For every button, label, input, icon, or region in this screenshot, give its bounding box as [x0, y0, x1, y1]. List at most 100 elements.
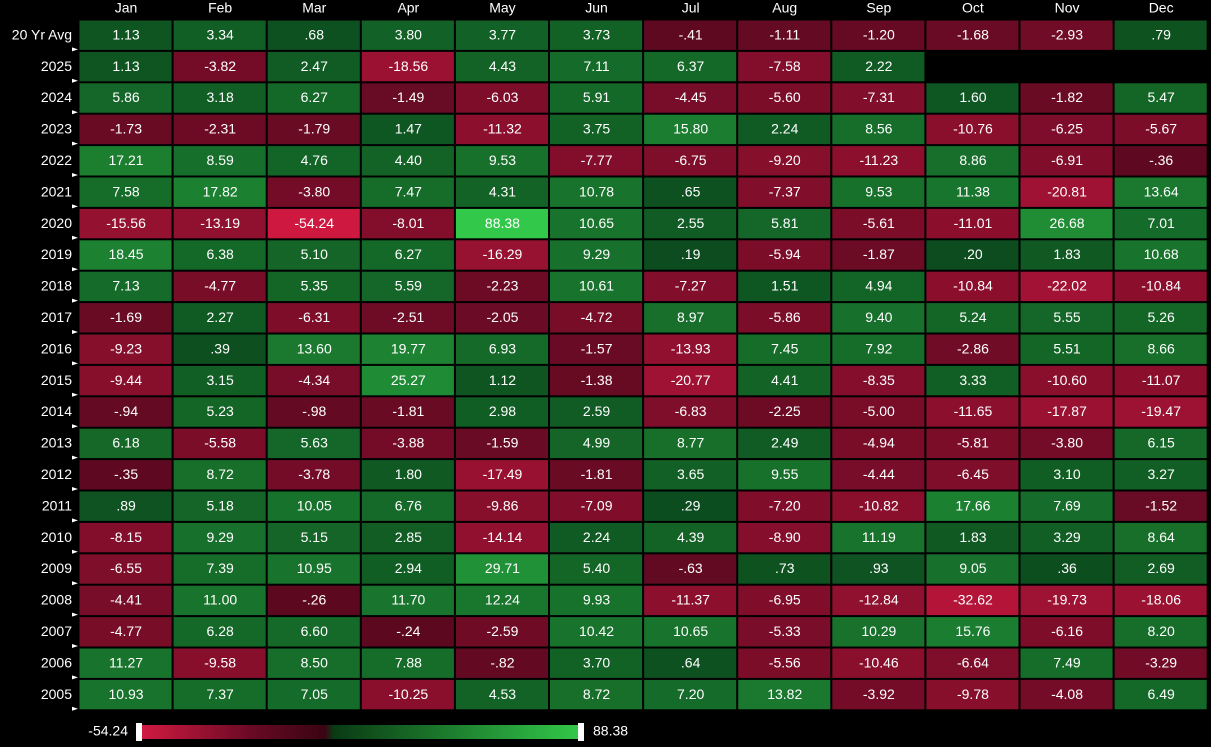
cell-value: 11.38 [956, 183, 990, 199]
scale-handle [136, 723, 142, 741]
heat-cell [360, 364, 455, 397]
heat-cell [360, 302, 455, 334]
heat-cell [266, 145, 361, 177]
heat-cell [78, 302, 173, 334]
cell-value: -9.44 [110, 372, 142, 388]
heat-cell [737, 678, 832, 711]
heat-cell [925, 302, 1020, 334]
heat-cell [172, 584, 267, 617]
column-header: Oct [962, 0, 984, 16]
cell-value: 2.98 [489, 403, 516, 419]
cell-value: -11.65 [954, 403, 993, 419]
heat-cell [360, 584, 455, 617]
heat-cell [549, 616, 644, 648]
heat-cell [172, 50, 267, 83]
heat-cell [1019, 427, 1114, 460]
cell-value: -18.06 [1141, 592, 1181, 608]
cell-value: 88.38 [485, 215, 520, 231]
column-header: Jan [115, 0, 138, 16]
cell-value: -4.77 [204, 278, 236, 294]
heat-cell [454, 616, 549, 648]
cell-value: 1.80 [395, 466, 422, 482]
cell-value: 7.45 [771, 340, 798, 356]
heat-cell [549, 584, 644, 617]
cell-value: 3.15 [207, 372, 234, 388]
row-label: 2014 [41, 403, 72, 419]
cell-value: .73 [775, 560, 795, 576]
cell-value: 2.85 [395, 529, 422, 545]
heat-cell [1113, 82, 1208, 114]
row-marker [72, 330, 78, 334]
cell-value: 25.27 [391, 372, 426, 388]
heat-cell [454, 396, 549, 428]
heat-cell [643, 270, 738, 303]
cell-value: -15.56 [106, 215, 146, 231]
heat-cell [266, 333, 361, 365]
heat-cell [831, 82, 926, 114]
cell-value: -4.34 [298, 372, 330, 388]
heat-cell [78, 113, 173, 146]
cell-value: -7.20 [769, 497, 801, 513]
cell-value: -11.32 [483, 121, 522, 137]
heat-cell [172, 396, 267, 428]
heat-cell [266, 678, 361, 711]
cell-value: -5.56 [769, 654, 801, 670]
cell-value: .68 [305, 26, 325, 42]
cell-value: -.82 [490, 654, 514, 670]
heat-cell [925, 616, 1020, 648]
heat-cell [549, 490, 644, 522]
heat-cell [266, 176, 361, 208]
heat-cell [78, 396, 173, 428]
heat-cell [1113, 647, 1208, 679]
cell-value: 1.13 [112, 26, 139, 42]
heat-cell [172, 459, 267, 491]
cell-value: -6.31 [298, 309, 330, 325]
heat-cell [266, 207, 361, 240]
row-label: 2007 [41, 623, 72, 639]
heat-cell [831, 490, 926, 522]
heat-cell [1019, 521, 1114, 554]
heat-cell [454, 333, 549, 365]
row-marker [72, 392, 78, 397]
cell-value: -20.77 [671, 372, 711, 388]
heat-cell [925, 270, 1020, 303]
heat-cell [643, 459, 738, 491]
column-header: Jun [585, 0, 608, 16]
cell-value: -1.20 [863, 26, 895, 42]
cell-value: -6.91 [1051, 152, 1083, 168]
cell-value: 18.45 [109, 246, 144, 262]
cell-value: -11.37 [671, 592, 710, 608]
heat-cell [78, 678, 173, 711]
heat-cell [1113, 521, 1208, 554]
heat-cell [643, 239, 738, 271]
heat-cell [831, 333, 926, 365]
heat-cell [643, 145, 738, 177]
cell-value: -9.86 [486, 497, 518, 513]
heat-cell [172, 239, 267, 271]
heat-cell [454, 145, 549, 177]
cell-value: -1.57 [581, 340, 613, 356]
cell-value: -4.45 [675, 89, 707, 105]
column-header: Aug [772, 0, 797, 16]
cell-value: .93 [869, 560, 889, 576]
heat-cell [78, 553, 173, 585]
cell-value: -10.82 [859, 497, 899, 513]
cell-value: -2.23 [486, 278, 518, 294]
heat-cell [454, 302, 549, 334]
heat-cell [266, 364, 361, 397]
cell-value: 9.53 [489, 152, 516, 168]
heat-cell [172, 270, 267, 303]
cell-value: -3.78 [298, 466, 330, 482]
cell-value: 2.27 [207, 309, 234, 325]
heat-cell [266, 584, 361, 617]
heat-cell [925, 647, 1020, 679]
cell-value: -1.59 [486, 435, 518, 451]
cell-value: -1.79 [298, 121, 330, 137]
cell-value: -6.03 [486, 89, 518, 105]
cell-value: 2.55 [677, 215, 704, 231]
heat-cell [360, 50, 455, 83]
cell-value: 29.71 [485, 560, 520, 576]
cell-value: 6.38 [207, 246, 234, 262]
heat-cell [831, 678, 926, 711]
cell-value: 10.29 [861, 623, 896, 639]
